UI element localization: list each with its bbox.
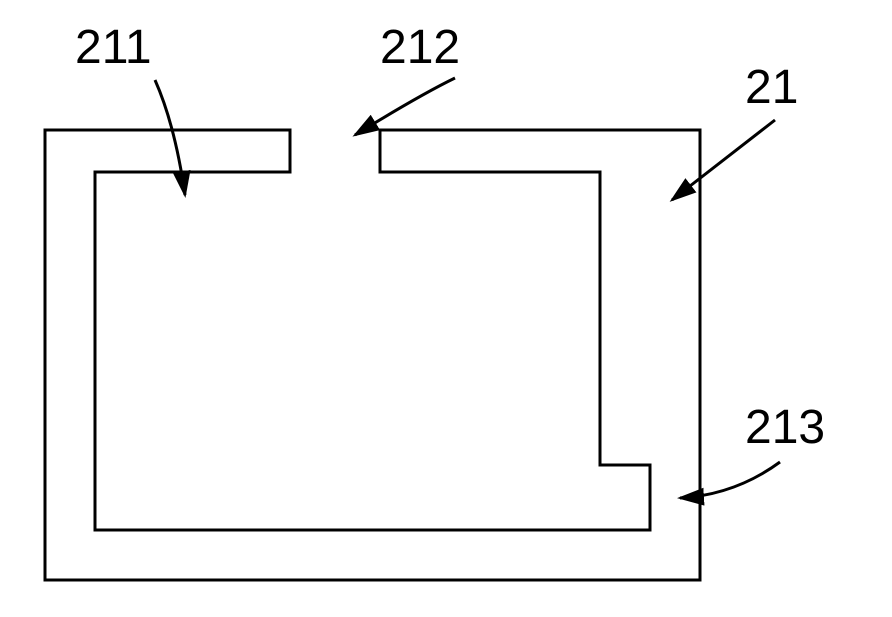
leader-line-21 [672,120,775,200]
part-outline-21 [45,130,700,580]
leader-line-212 [355,78,455,135]
leader-line-213 [680,462,780,498]
callout-label-212: 212 [380,20,460,75]
callout-label-21: 21 [745,60,798,115]
callout-label-211: 211 [75,20,152,75]
leader-line-211 [155,80,185,195]
callout-label-213: 213 [745,400,825,455]
